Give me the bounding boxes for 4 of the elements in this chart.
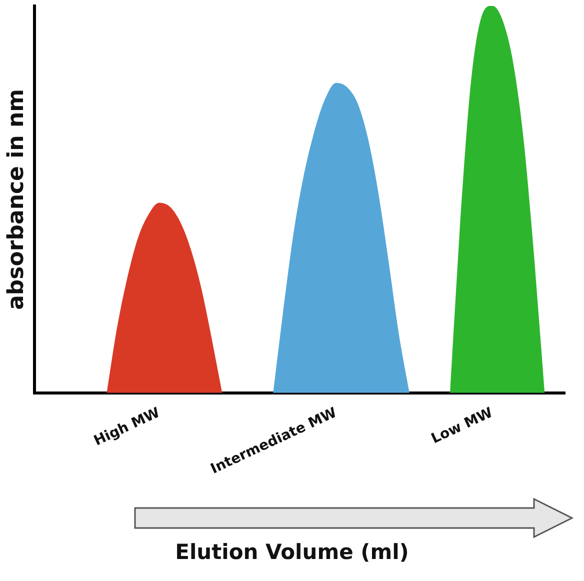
x-tick-label: High MW — [92, 404, 162, 450]
x-axis-title: Elution Volume (ml) — [174, 540, 410, 564]
x-tick-label: Low MW — [428, 404, 496, 448]
y-axis-title: absorbance in nm — [4, 88, 29, 310]
